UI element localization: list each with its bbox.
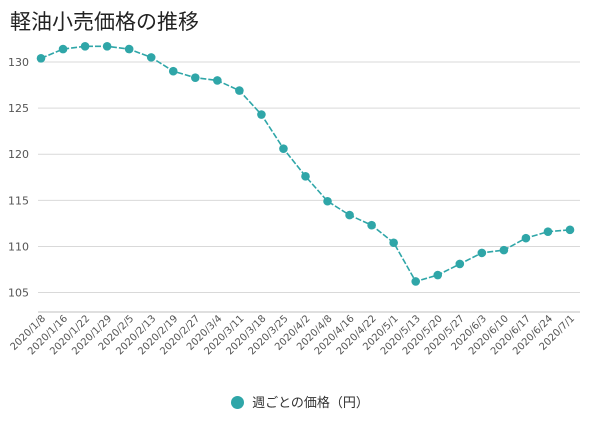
y-tick-labels: 105 110 115 120 125 130: [8, 56, 29, 300]
chart-title: 軽油小売価格の推移: [10, 10, 199, 34]
data-point: [279, 144, 288, 153]
y-tick-label: 110: [8, 240, 29, 253]
legend-label: 週ごとの価格（円）: [252, 396, 369, 411]
data-point: [433, 270, 443, 280]
grid-lines: [38, 61, 580, 313]
data-point: [389, 238, 398, 248]
data-point: [499, 245, 509, 255]
y-tick-label: 130: [8, 56, 29, 69]
data-point: [521, 233, 531, 243]
legend[interactable]: 週ごとの価格（円）: [0, 392, 600, 411]
y-tick-label: 115: [8, 194, 29, 207]
data-point: [543, 227, 553, 236]
data-point: [190, 73, 200, 82]
y-tick-label: 120: [8, 148, 29, 161]
data-point: [477, 248, 487, 258]
data-point: [367, 220, 376, 230]
data-point: [146, 53, 156, 62]
data-point: [36, 53, 46, 63]
data-point: [102, 42, 112, 51]
data-point: [80, 42, 90, 51]
y-tick-label: 125: [8, 102, 29, 115]
data-point: [235, 86, 244, 95]
x-tick-labels: 2020/1/82020/1/162020/1/222020/1/292020/…: [9, 313, 578, 357]
data-point: [58, 44, 68, 54]
data-point: [124, 44, 134, 54]
data-point: [213, 76, 222, 85]
data-point: [411, 277, 421, 286]
line-chart: 105 110 115 120 125 130 2020/1/82020/1/162020…: [8, 42, 580, 357]
y-tick-label: 105: [8, 287, 29, 300]
legend-marker: [231, 396, 245, 409]
data-point: [257, 110, 266, 119]
data-point: [565, 225, 575, 235]
data-point: [345, 210, 354, 220]
series-line-group: [36, 42, 575, 286]
data-point: [301, 172, 310, 181]
data-point: [323, 196, 332, 206]
data-point: [168, 66, 178, 76]
data-point: [455, 259, 465, 269]
